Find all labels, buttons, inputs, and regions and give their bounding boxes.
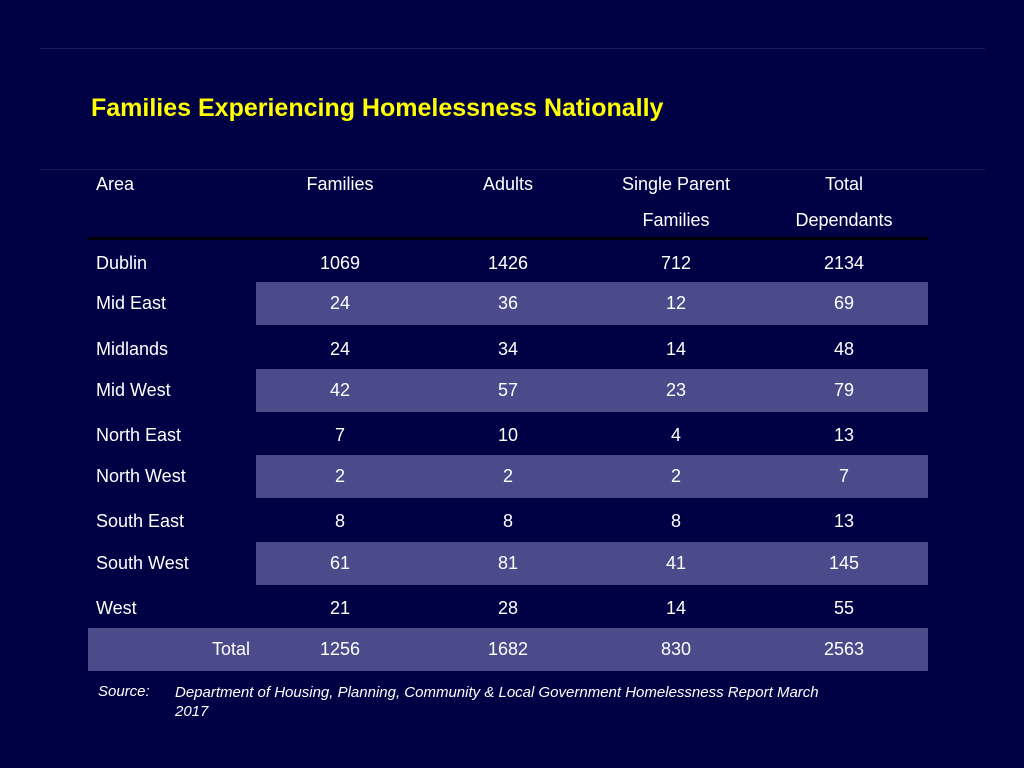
- cell-adults: 36: [424, 282, 592, 325]
- cell-adults: 1426: [487, 253, 529, 273]
- cell-dependants: 55: [833, 598, 855, 618]
- cell-area: Dublin: [96, 253, 148, 273]
- cell-single-parent: 4: [670, 425, 681, 445]
- cell-adults: 10: [497, 425, 519, 445]
- header-single-parent-line2: Families: [642, 210, 710, 230]
- cell-families: 24: [256, 282, 424, 325]
- total-label: Total: [211, 639, 250, 659]
- cell-single-parent: 14: [665, 339, 687, 359]
- table-row: South East 8 8 8 13: [88, 500, 928, 543]
- table-row: Midlands 24 34 14 48: [88, 328, 928, 371]
- cell-families: 8: [334, 511, 345, 531]
- cell-single-parent: 12: [592, 282, 760, 325]
- cell-area: Midlands: [96, 339, 169, 359]
- cell-adults: 57: [424, 369, 592, 412]
- cell-dependants: 79: [760, 369, 928, 412]
- table-row: Dublin 1069 1426 712 2134: [88, 242, 928, 285]
- cell-adults: 8: [502, 511, 513, 531]
- cell-single-parent: 2: [592, 455, 760, 498]
- header-total-dependants-line1: Total: [824, 174, 864, 194]
- cell-families: 1069: [319, 253, 361, 273]
- table-row: West 21 28 14 55: [88, 587, 928, 630]
- cell-area: South West: [96, 553, 189, 573]
- cell-area: West: [96, 598, 137, 618]
- table-row: South West 61 81 41 145: [88, 542, 928, 585]
- header-total-dependants-line2: Dependants: [795, 210, 893, 230]
- cell-families: 24: [329, 339, 351, 359]
- cell-single-parent: 14: [665, 598, 687, 618]
- table-row: North West 2 2 2 7: [88, 455, 928, 498]
- cell-single-parent: 712: [660, 253, 692, 273]
- cell-single-parent: 41: [592, 542, 760, 585]
- cell-dependants: 13: [833, 511, 855, 531]
- table-row: Mid West 42 57 23 79: [88, 369, 928, 412]
- cell-families: 61: [256, 542, 424, 585]
- cell-area: Mid West: [96, 380, 171, 400]
- cell-families: 21: [329, 598, 351, 618]
- header-rule: [40, 169, 985, 170]
- cell-adults: 81: [424, 542, 592, 585]
- table-row: Mid East 24 36 12 69: [88, 282, 928, 325]
- cell-dependants: 145: [760, 542, 928, 585]
- total-dependants: 2563: [760, 628, 928, 671]
- source-text: Department of Housing, Planning, Communi…: [175, 684, 819, 720]
- cell-dependants: 48: [833, 339, 855, 359]
- cell-area: North West: [96, 466, 186, 486]
- cell-dependants: 69: [760, 282, 928, 325]
- cell-families: 2: [256, 455, 424, 498]
- cell-dependants: 7: [760, 455, 928, 498]
- cell-dependants: 13: [833, 425, 855, 445]
- cell-adults: 34: [497, 339, 519, 359]
- cell-families: 42: [256, 369, 424, 412]
- header-single-parent-line1: Single Parent: [621, 174, 731, 194]
- cell-single-parent: 23: [592, 369, 760, 412]
- header-underline: [88, 237, 928, 240]
- cell-area: North East: [96, 425, 182, 445]
- cell-adults: 28: [497, 598, 519, 618]
- header-adults: Adults: [482, 174, 534, 194]
- total-single-parent: 830: [592, 628, 760, 671]
- header-families: Families: [306, 174, 374, 194]
- cell-area: South East: [96, 511, 185, 531]
- slide-title: Families Experiencing Homelessness Natio…: [91, 94, 664, 122]
- source-label: Source:: [98, 683, 150, 700]
- cell-adults: 2: [424, 455, 592, 498]
- cell-dependants: 2134: [823, 253, 865, 273]
- table-row: North East 7 10 4 13: [88, 414, 928, 457]
- header-area: Area: [96, 174, 135, 194]
- cell-area: Mid East: [96, 293, 167, 313]
- table-total-row: Total 1256 1682 830 2563: [88, 628, 928, 671]
- top-rule: [40, 48, 985, 49]
- cell-single-parent: 8: [670, 511, 681, 531]
- total-families: 1256: [256, 628, 424, 671]
- cell-families: 7: [334, 425, 345, 445]
- total-adults: 1682: [424, 628, 592, 671]
